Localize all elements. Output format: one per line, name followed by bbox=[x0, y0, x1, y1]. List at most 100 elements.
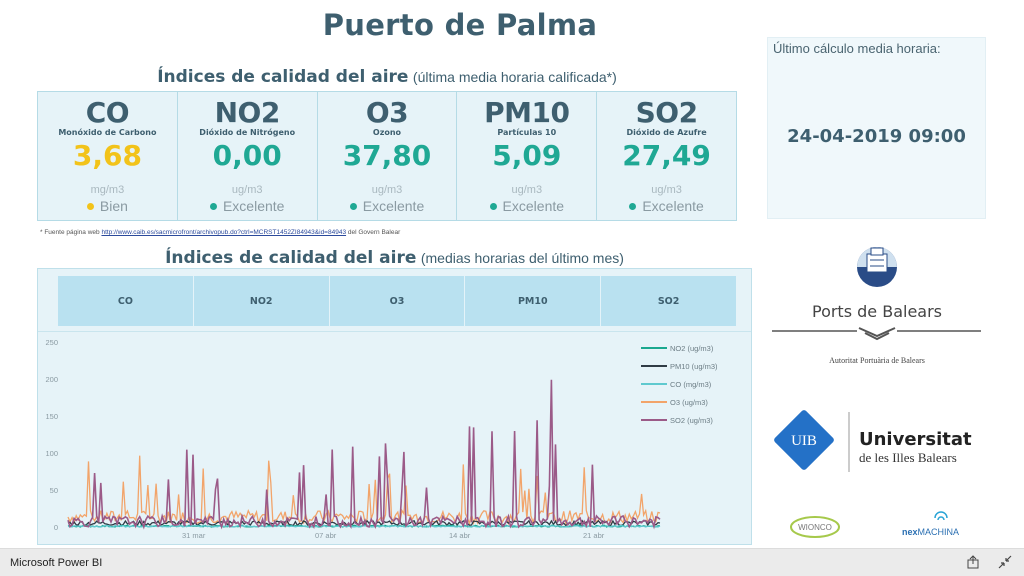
y-tick: 100 bbox=[45, 449, 58, 458]
kpi-code: NO2 bbox=[214, 96, 281, 129]
kpi-status-label: Excelente bbox=[642, 198, 704, 214]
x-tick: 31 mar bbox=[182, 531, 206, 540]
kpi-name: Dióxido de Nitrógeno bbox=[199, 128, 296, 137]
last-calculation-label: Último cálculo media horaria: bbox=[773, 41, 941, 56]
series-line bbox=[67, 455, 661, 526]
kpi-unit: ug/m3 bbox=[371, 184, 403, 196]
chart-title-light: (medias horarias del último mes) bbox=[420, 250, 624, 266]
legend-item-so2[interactable]: SO2 (ug/m3) bbox=[641, 411, 718, 429]
kpi-section-title: Índices de calidad del aire (última medi… bbox=[37, 67, 737, 87]
kpi-status-label: Bien bbox=[99, 198, 128, 214]
wionco-logo: WIONCO bbox=[790, 516, 840, 538]
uib-name: Universitat bbox=[859, 429, 972, 450]
line-chart[interactable]: 250 200 150 100 50 0 31 mar 07 abr 14 ab… bbox=[38, 333, 751, 544]
power-bi-report: Puerto de Palma Índices de calidad del a… bbox=[37, 8, 986, 545]
kpi-code: PM10 bbox=[484, 96, 570, 129]
exit-fullscreen-icon[interactable] bbox=[998, 555, 1012, 569]
kpi-card-no2[interactable]: NO2 Dióxido de Nitrógeno 0,00 ug/m3 Exce… bbox=[178, 92, 318, 220]
kpi-name: Monóxido de Carbono bbox=[58, 128, 157, 137]
svg-text:nexMACHINA: nexMACHINA bbox=[902, 527, 959, 537]
kpi-card-pm10[interactable]: PM10 Partículas 10 5,09 ug/m3 Excelente bbox=[457, 92, 598, 220]
status-dot-icon bbox=[489, 202, 497, 210]
x-tick: 21 abr bbox=[583, 531, 605, 540]
share-icon[interactable] bbox=[966, 555, 980, 569]
legend-item-co[interactable]: CO (mg/m3) bbox=[641, 375, 718, 393]
kpi-value: 5,09 bbox=[492, 139, 562, 172]
kpi-unit: mg/m3 bbox=[90, 184, 125, 196]
status-dot-icon bbox=[349, 202, 357, 210]
kpi-title-light: (última media horaria calificada*) bbox=[412, 69, 617, 85]
kpi-card-co[interactable]: CO Monóxido de Carbono 3,68 mg/m3 Bien bbox=[38, 92, 178, 220]
tab-so2[interactable]: SO2 bbox=[601, 276, 736, 326]
kpi-code: SO2 bbox=[635, 96, 698, 129]
taskbar: Microsoft Power BI bbox=[0, 548, 1024, 576]
tab-o3[interactable]: O3 bbox=[329, 276, 466, 326]
source-link[interactable]: http://www.caib.es/sacmicrofront/archivo… bbox=[101, 229, 347, 236]
kpi-title-strong: Índices de calidad del aire bbox=[157, 67, 409, 87]
ports-name: Ports de Balears bbox=[812, 302, 942, 321]
y-tick: 0 bbox=[53, 523, 58, 532]
y-tick: 250 bbox=[45, 338, 58, 347]
kpi-value: 27,49 bbox=[622, 139, 711, 172]
source-note: * Fuente página web http://www.caib.es/s… bbox=[40, 229, 400, 236]
app-name: Microsoft Power BI bbox=[10, 556, 103, 569]
logos-area: Ports de Balears Autoritat Portuària de … bbox=[767, 240, 986, 545]
kpi-unit: ug/m3 bbox=[511, 184, 543, 196]
y-tick: 200 bbox=[45, 375, 58, 384]
x-tick: 14 abr bbox=[449, 531, 471, 540]
pollutant-tabs: CO NO2 O3 PM10 SO2 bbox=[58, 276, 736, 326]
svg-text:UIB: UIB bbox=[791, 433, 817, 449]
kpi-name: Partículas 10 bbox=[497, 128, 557, 137]
kpi-name: Dióxido de Azufre bbox=[626, 128, 707, 137]
series-line bbox=[67, 379, 661, 530]
kpi-status: Excelente bbox=[209, 198, 285, 214]
kpi-code: CO bbox=[85, 96, 130, 129]
tab-pm10[interactable]: PM10 bbox=[465, 276, 602, 326]
kpi-status-label: Excelente bbox=[362, 198, 425, 214]
legend-item-o3[interactable]: O3 (ug/m3) bbox=[641, 393, 718, 411]
last-calculation-datetime: 24-04-2019 09:00 bbox=[787, 126, 966, 147]
logos-svg: Ports de Balears Autoritat Portuària de … bbox=[772, 247, 981, 538]
tab-no2[interactable]: NO2 bbox=[193, 276, 330, 326]
source-prefix: * Fuente página web bbox=[40, 229, 100, 236]
kpi-unit: ug/m3 bbox=[231, 184, 263, 196]
uib-logo: UIB bbox=[774, 410, 834, 470]
x-tick: 07 abr bbox=[315, 531, 337, 540]
kpi-value: 3,68 bbox=[72, 139, 142, 172]
chart-lines bbox=[67, 379, 661, 530]
chart-section-title: Índices de calidad del aire (medias hora… bbox=[37, 248, 752, 268]
y-tick: 50 bbox=[49, 486, 58, 495]
status-dot-icon bbox=[209, 202, 217, 210]
kpi-status: Excelente bbox=[629, 198, 704, 214]
status-dot-icon bbox=[86, 202, 94, 210]
ports-de-balears-logo bbox=[857, 247, 897, 287]
kpi-card-so2[interactable]: SO2 Dióxido de Azufre 27,49 ug/m3 Excele… bbox=[597, 92, 736, 220]
legend-item-pm10[interactable]: PM10 (ug/m3) bbox=[641, 357, 718, 375]
page-title: Puerto de Palma bbox=[322, 8, 598, 42]
chart-title-strong: Índices de calidad del aire bbox=[165, 248, 417, 268]
legend-item-no2[interactable]: NO2 (ug/m3) bbox=[641, 339, 718, 357]
source-suffix: del Govern Balear bbox=[347, 229, 401, 236]
chart-legend: NO2 (ug/m3) PM10 (ug/m3) CO (mg/m3) O3 (… bbox=[641, 339, 718, 429]
uib-subtitle: de les Illes Balears bbox=[859, 450, 957, 465]
kpi-value: 37,80 bbox=[342, 139, 432, 172]
kpi-status: Excelente bbox=[349, 198, 425, 214]
kpi-status-label: Excelente bbox=[502, 198, 565, 214]
series-line bbox=[67, 524, 661, 528]
y-tick: 150 bbox=[45, 412, 58, 421]
divider bbox=[38, 331, 751, 332]
tab-co[interactable]: CO bbox=[58, 276, 194, 326]
kpi-status: Bien bbox=[86, 198, 128, 214]
last-calculation-card: Último cálculo media horaria: 24-04-2019… bbox=[767, 37, 986, 219]
status-dot-icon bbox=[629, 202, 637, 210]
chart-panel: CO NO2 O3 PM10 SO2 250 200 150 100 50 0 … bbox=[37, 268, 752, 545]
kpi-card-o3[interactable]: O3 Ozono 37,80 ug/m3 Excelente bbox=[318, 92, 458, 220]
kpi-value: 0,00 bbox=[212, 139, 282, 172]
kpi-code: O3 bbox=[365, 96, 409, 129]
kpi-cards: CO Monóxido de Carbono 3,68 mg/m3 Bien N… bbox=[37, 91, 737, 221]
kpi-status: Excelente bbox=[489, 198, 565, 214]
kpi-unit: ug/m3 bbox=[651, 184, 682, 196]
kpi-status-label: Excelente bbox=[222, 198, 285, 214]
ports-subtitle: Autoritat Portuària de Balears bbox=[829, 356, 925, 365]
kpi-name: Ozono bbox=[372, 128, 402, 137]
